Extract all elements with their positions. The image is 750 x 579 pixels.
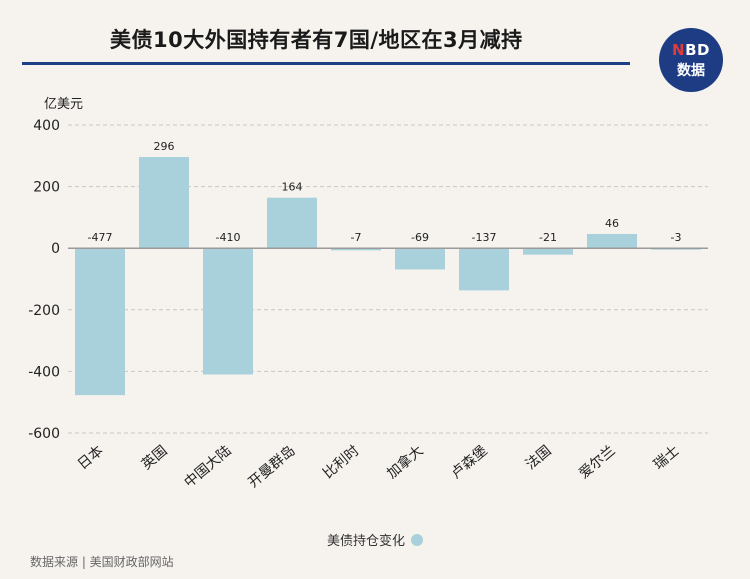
bar bbox=[459, 248, 509, 291]
x-tick-label: 爱尔兰 bbox=[576, 443, 618, 482]
data-label: 46 bbox=[605, 217, 619, 230]
bar bbox=[587, 234, 637, 249]
bar bbox=[139, 157, 189, 249]
y-tick-label: 200 bbox=[33, 180, 60, 196]
nbd-logo: NBD 数据 bbox=[659, 28, 723, 92]
y-tick-label: 0 bbox=[51, 241, 60, 257]
legend-swatch bbox=[411, 534, 423, 546]
y-tick-label: -200 bbox=[28, 303, 60, 319]
y-tick-label: 400 bbox=[33, 118, 60, 134]
x-tick-label: 日本 bbox=[75, 443, 107, 473]
data-label: 164 bbox=[282, 181, 303, 194]
x-tick-label: 加拿大 bbox=[383, 442, 426, 482]
bar bbox=[75, 248, 125, 396]
y-axis-unit: 亿美元 bbox=[44, 97, 84, 112]
x-tick-label: 卢森堡 bbox=[448, 443, 490, 482]
x-tick-label: 开曼群岛 bbox=[245, 443, 298, 491]
x-tick-label: 中国大陆 bbox=[181, 443, 234, 491]
x-tick-label: 英国 bbox=[138, 442, 170, 473]
x-tick-label: 比利时 bbox=[320, 443, 362, 482]
title-bar: 美债10大外国持有者有7国/地区在3月减持 bbox=[22, 22, 630, 66]
source-note: 数据来源 | 美国财政部网站 bbox=[30, 555, 174, 569]
data-label: -7 bbox=[351, 231, 362, 244]
title-underline bbox=[22, 62, 630, 65]
bar bbox=[395, 248, 445, 270]
legend-label: 美债持仓变化 bbox=[326, 534, 405, 549]
data-label: -410 bbox=[216, 231, 241, 244]
data-label: 296 bbox=[154, 140, 175, 153]
logo-line2: 数据 bbox=[677, 62, 705, 79]
x-tick-label: 瑞士 bbox=[651, 443, 683, 473]
data-label: -3 bbox=[671, 231, 682, 244]
y-tick-label: -400 bbox=[28, 364, 60, 380]
x-tick-label: 法国 bbox=[523, 443, 555, 473]
data-label: -21 bbox=[539, 231, 557, 244]
bar bbox=[331, 248, 381, 251]
bar bbox=[203, 248, 253, 375]
data-label: -477 bbox=[88, 231, 113, 244]
legend: 美债持仓变化 bbox=[0, 530, 750, 549]
data-label: -69 bbox=[411, 231, 429, 244]
logo-line1: NBD bbox=[672, 40, 710, 59]
bar bbox=[523, 248, 573, 255]
bar bbox=[267, 197, 317, 249]
y-tick-label: -600 bbox=[28, 426, 60, 442]
chart-title: 美债10大外国持有者有7国/地区在3月减持 bbox=[110, 28, 523, 52]
data-label: -137 bbox=[472, 231, 497, 244]
